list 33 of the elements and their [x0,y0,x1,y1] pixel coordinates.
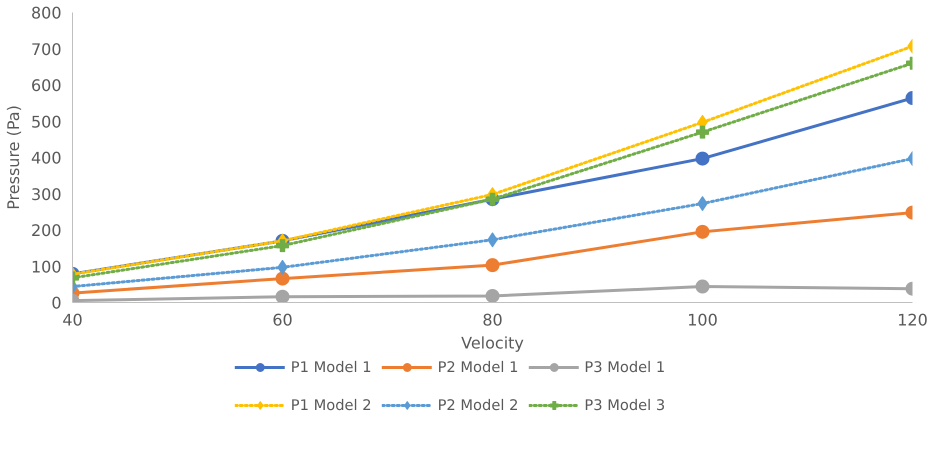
y-tick-label: 300 [30,184,62,204]
point [486,288,500,302]
x-tick-label: 40 [62,310,83,330]
y-tick-label: 100 [30,257,62,276]
y-tick-label: 400 [30,148,62,168]
legend-label: P1 Model 2 [290,396,372,414]
point [697,196,708,212]
y-tick-label: 600 [30,76,62,95]
point [696,126,709,139]
y-axis-title: Pressure (Pa) [4,105,23,210]
x-axis-title: Velocity [461,334,524,352]
legend-label: P3 Model 3 [584,396,666,414]
x-tick-label: 120 [897,310,928,330]
point [486,258,500,272]
y-tick-label: 200 [30,221,62,240]
legend-label: P3 Model 1 [584,358,666,376]
legend-label: P2 Model 1 [438,358,518,376]
x-tick-label: 100 [687,310,718,330]
x-tick-label: 60 [272,310,293,330]
y-tick-label: 800 [30,4,62,22]
legend-label: P2 Model 2 [438,396,518,414]
legend-label: P1 Model 1 [290,358,372,376]
point [696,224,710,239]
x-tick-label: 80 [482,310,503,330]
y-tick-label: 700 [30,40,62,59]
point [277,260,288,275]
point [276,272,290,286]
point [276,290,290,302]
point [487,232,498,248]
point [696,280,710,294]
point [276,239,289,252]
y-tick-label: 0 [51,294,62,312]
y-tick-label: 500 [30,112,62,132]
